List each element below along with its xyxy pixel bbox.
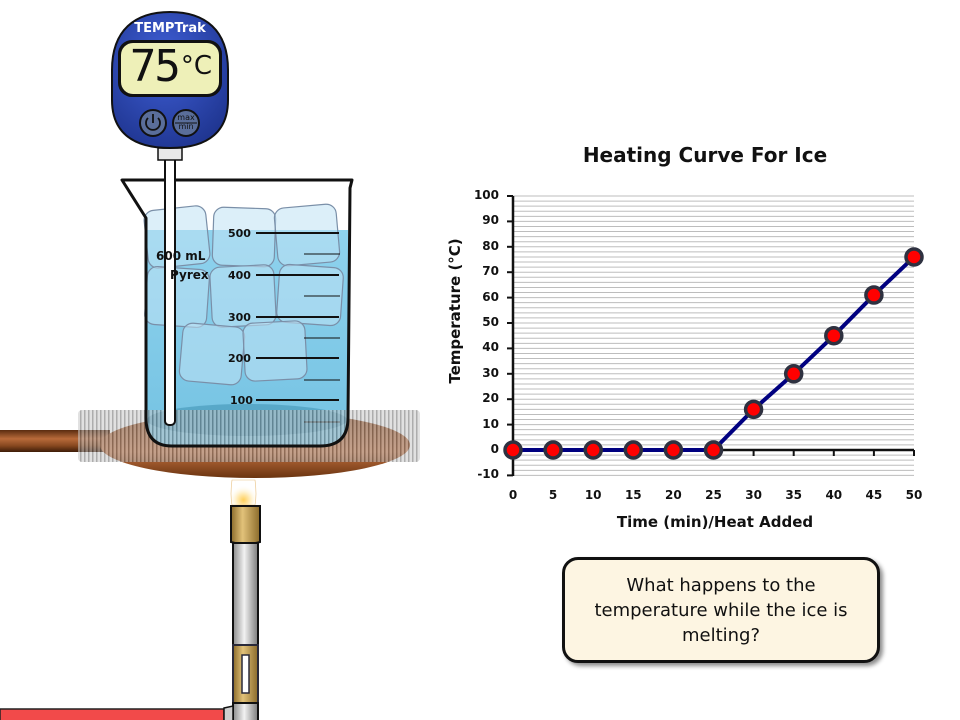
data-point-markers [503,247,924,460]
y-tick-label: 20 [482,391,499,406]
data-point [623,440,644,460]
graduation-100: 100 [230,394,253,407]
beaker-brand-label: Pyrex [170,268,209,282]
x-tick-label: 0 [508,488,518,502]
y-axis-title: Temperature (°C) [446,238,464,384]
y-tick-label: 30 [482,365,499,380]
display-screen [121,43,219,94]
graduation-400: 400 [228,269,251,282]
x-tick-label: 50 [905,488,923,502]
wire-gauze [78,410,420,462]
burner-tube [232,542,259,646]
temperature-unit: °C [180,51,213,81]
y-tick-label: 40 [482,340,499,355]
y-tick-label: 10 [482,416,499,431]
chart-title: Heating Curve For Ice [582,143,828,167]
y-tick-label: 100 [473,188,499,202]
x-tick-label: 25 [705,488,722,502]
burner-barrel-top [230,505,261,545]
question-text: What happens to the temperature while th… [594,574,848,646]
y-tick-label: 60 [482,289,499,304]
air-vent [241,654,250,694]
x-tick-label: 20 [665,488,682,502]
temperature-readout: 75 °C [126,40,216,92]
thermometer-probe [164,154,176,426]
graduation-300: 300 [228,311,251,324]
x-tick-label: 15 [624,488,642,502]
thermometer-brand: TEMPTrak [134,21,206,36]
lab-apparatus [0,10,420,720]
y-tick-label: 70 [482,264,499,279]
data-point [864,285,884,305]
x-axis-title: Time (min)/Heat Added [616,513,814,531]
x-tick-label: 5 [548,488,558,502]
y-tick-label: 90 [482,213,499,228]
data-point [743,399,764,420]
data-point [583,440,603,460]
x-tick-label: 40 [825,488,843,502]
y-tick-label: 50 [482,315,499,329]
max-min-label: max min [177,113,195,131]
y-tick-label: 0 [490,442,499,456]
gas-hose [0,708,225,720]
graduation-500: 500 [228,227,251,240]
data-point [663,440,684,460]
data-point [824,325,844,346]
data-point [904,247,924,267]
chart-gridlines [513,195,914,476]
x-tick-label: 35 [785,488,803,502]
temperature-value: 75 [129,40,181,92]
burner-base [232,702,259,720]
power-icon [145,117,161,131]
x-tick-label: 10 [584,488,602,502]
data-point [783,364,804,384]
question-callout: What happens to the temperature while th… [562,557,880,663]
heating-curve-chart [503,195,924,477]
graduation-200: 200 [228,352,251,365]
y-tick-label: -10 [477,467,499,482]
y-tick-label: 80 [482,238,499,253]
x-tick-label: 45 [865,488,883,502]
data-point [703,440,724,460]
hose-nozzle [223,705,234,720]
beaker-capacity-label: 600 mL [156,249,206,263]
data-point [503,440,523,460]
probe-collar [157,147,183,161]
x-tick-label: 30 [745,488,762,502]
data-point [543,440,563,460]
flame [230,479,257,506]
beaker-outline [120,178,354,448]
